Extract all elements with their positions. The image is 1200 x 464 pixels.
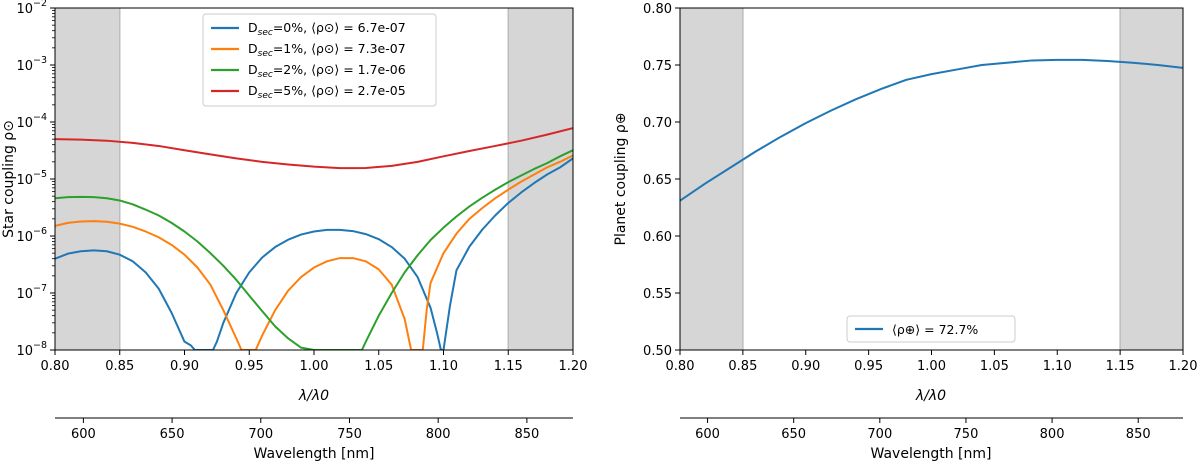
right-series-lines bbox=[680, 58, 1183, 202]
x-tick-label: 1.10 bbox=[429, 359, 458, 374]
secondary-tick-label: 700 bbox=[248, 427, 273, 442]
y-tick-label: 10−8 bbox=[16, 340, 47, 359]
right-legend-box bbox=[846, 315, 1016, 343]
x-tick-label: 0.85 bbox=[728, 359, 757, 374]
y-tick-label: 10−6 bbox=[16, 226, 47, 245]
left-series-lines bbox=[55, 127, 573, 350]
secondary-tick-label: 700 bbox=[867, 427, 892, 442]
x-tick-label: 0.95 bbox=[854, 359, 883, 374]
x-tick-label: 0.85 bbox=[105, 359, 134, 374]
x-tick-label: 0.80 bbox=[666, 359, 695, 374]
x-tick-label: 1.00 bbox=[300, 359, 329, 374]
series-line-0 bbox=[55, 157, 573, 350]
y-tick-label: 0.50 bbox=[643, 344, 672, 359]
legend-entry: Dsec=5%, ⟨ρ⊙⟩ = 2.7e-05 bbox=[248, 83, 406, 101]
secondary-tick-label: 650 bbox=[781, 427, 806, 442]
left-secondary-ticks: 600 650 700 750 800 850 bbox=[71, 418, 539, 442]
right-xlabel: λ/λ0 bbox=[915, 388, 946, 404]
right-plot-frame bbox=[679, 7, 1184, 351]
y-tick-label: 0.80 bbox=[643, 2, 672, 17]
x-tick-label: 1.20 bbox=[1169, 359, 1198, 374]
shaded-band-1 bbox=[1120, 8, 1183, 350]
shaded-band-0 bbox=[55, 8, 120, 350]
legend-entry: Dsec=1%, ⟨ρ⊙⟩ = 7.3e-07 bbox=[248, 41, 406, 59]
right-ylabel: Planet coupling ρ⊕ bbox=[613, 113, 629, 246]
secondary-tick-label: 750 bbox=[337, 427, 362, 442]
y-tick-label: 10−4 bbox=[16, 112, 47, 131]
secondary-tick-label: 800 bbox=[426, 427, 451, 442]
x-tick-label: 1.15 bbox=[1106, 359, 1135, 374]
y-tick-label: 0.55 bbox=[643, 287, 672, 302]
left-ylabel: Star coupling ρ⊙ bbox=[1, 120, 17, 238]
y-tick-label: 0.65 bbox=[643, 173, 672, 188]
series-line-2 bbox=[55, 149, 573, 350]
secondary-tick-label: 750 bbox=[954, 427, 979, 442]
y-tick-label: 0.60 bbox=[643, 230, 672, 245]
x-tick-label: 1.10 bbox=[1043, 359, 1072, 374]
x-tick-label: 0.95 bbox=[235, 359, 264, 374]
x-tick-label: 1.15 bbox=[494, 359, 523, 374]
left-xlabel: λ/λ0 bbox=[298, 388, 329, 404]
right-shaded-bands bbox=[680, 8, 1183, 350]
legend-entry: Dsec=0%, ⟨ρ⊙⟩ = 6.7e-07 bbox=[248, 20, 406, 38]
left-secondary-xlabel: Wavelength [nm] bbox=[254, 446, 375, 462]
x-tick-label: 0.90 bbox=[170, 359, 199, 374]
legend-entry: Dsec=2%, ⟨ρ⊙⟩ = 1.7e-06 bbox=[248, 62, 406, 80]
legend-entry: ⟨ρ⊕⟩ = 72.7% bbox=[892, 322, 978, 337]
y-tick-label: 10−7 bbox=[16, 283, 47, 302]
left-plot-frame bbox=[54, 7, 574, 351]
series-line-0 bbox=[680, 58, 1183, 202]
secondary-tick-label: 850 bbox=[514, 427, 539, 442]
secondary-tick-label: 650 bbox=[160, 427, 185, 442]
y-tick-label: 0.70 bbox=[643, 116, 672, 131]
right-legend: ⟨ρ⊕⟩ = 72.7% bbox=[846, 315, 1016, 343]
secondary-tick-label: 600 bbox=[695, 427, 720, 442]
right-chart: 0.80 0.85 0.90 0.95 1.00 1.05 1.10 1.15 1.20 0.50… bbox=[613, 2, 1197, 462]
x-tick-label: 1.05 bbox=[364, 359, 393, 374]
left-legend: Dsec=0%, ⟨ρ⊙⟩ = 6.7e-07 Dsec=1%, ⟨ρ⊙⟩ = 7… bbox=[202, 13, 437, 107]
y-tick-label: 0.75 bbox=[643, 59, 672, 74]
x-tick-label: 1.05 bbox=[980, 359, 1009, 374]
y-tick-label: 10−2 bbox=[16, 0, 47, 17]
series-line-3 bbox=[55, 127, 573, 170]
x-tick-label: 1.20 bbox=[559, 359, 588, 374]
right-axis-ticks: 0.80 0.85 0.90 0.95 1.00 1.05 1.10 1.15 1.20 0.50… bbox=[643, 2, 1197, 374]
x-tick-label: 1.00 bbox=[917, 359, 946, 374]
y-tick-label: 10−3 bbox=[16, 55, 47, 74]
left-chart: 0.80 0.85 0.90 0.95 1.00 1.05 1.10 1.15 1.20 10−8… bbox=[1, 0, 587, 462]
right-secondary-ticks: 600 650 700 750 800 850 bbox=[695, 418, 1151, 442]
x-tick-label: 0.80 bbox=[41, 359, 70, 374]
y-tick-label: 10−5 bbox=[16, 169, 47, 188]
left-axis-ticks: 0.80 0.85 0.90 0.95 1.00 1.05 1.10 1.15 1.20 10−8… bbox=[16, 0, 587, 374]
secondary-tick-label: 800 bbox=[1040, 427, 1065, 442]
left-legend-box bbox=[202, 13, 437, 107]
series-line-1 bbox=[55, 154, 573, 350]
secondary-tick-label: 850 bbox=[1126, 427, 1151, 442]
secondary-tick-label: 600 bbox=[71, 427, 96, 442]
right-secondary-xlabel: Wavelength [nm] bbox=[871, 446, 992, 462]
x-tick-label: 0.90 bbox=[791, 359, 820, 374]
